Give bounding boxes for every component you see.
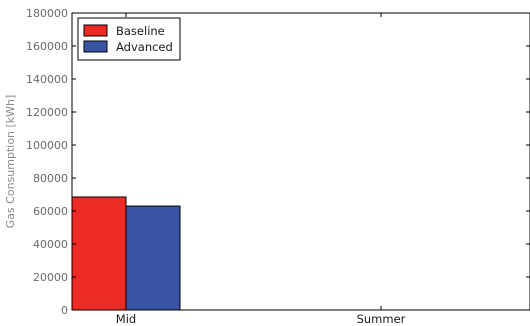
y-tick-label: 160000 (26, 40, 68, 53)
bars-layer (71, 196, 181, 311)
legend-swatch-baseline (83, 24, 108, 37)
bar-baseline-mid (71, 196, 127, 311)
legend-label-baseline: Baseline (116, 24, 165, 38)
y-tick-label: 20000 (33, 271, 68, 284)
y-tick-label: 80000 (33, 172, 68, 185)
legend-swatch-advanced (83, 40, 108, 53)
plot-frame (71, 12, 530, 311)
y-axis: 0 20000 40000 60000 80000 100000 120000 140000 1… (26, 7, 530, 317)
legend-label-advanced: Advanced (116, 40, 173, 54)
y-tick-label: 0 (61, 304, 68, 317)
y-tick-label: 180000 (26, 7, 68, 20)
x-tick-label-summer: Summer (357, 312, 406, 326)
x-tick-label-mid: Mid (116, 312, 136, 326)
y-tick-label: 100000 (26, 139, 68, 152)
y-tick-label: 120000 (26, 106, 68, 119)
bar-advanced-mid (125, 205, 181, 311)
y-tick-label: 60000 (33, 205, 68, 218)
y-axis-title: Gas Consumption [kWh] (4, 95, 17, 229)
y-tick-label: 40000 (33, 238, 68, 251)
legend: Baseline Advanced (77, 17, 181, 61)
x-axis: MidSummerWinter (116, 13, 406, 326)
y-tick-label: 140000 (26, 73, 68, 86)
